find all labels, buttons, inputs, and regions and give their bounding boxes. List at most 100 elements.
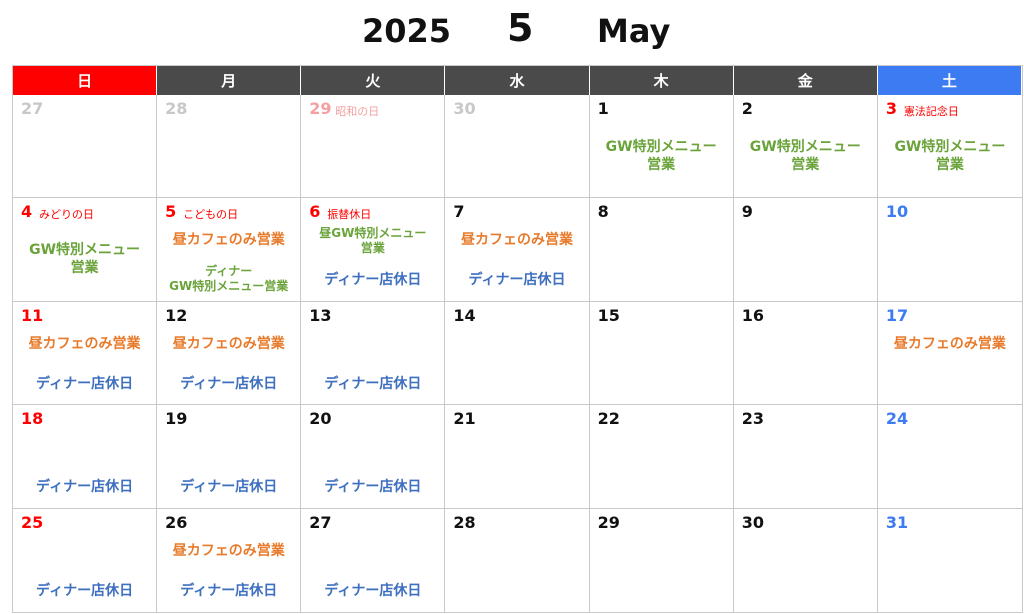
day-cell[interactable]: 28	[157, 95, 302, 199]
day-number: 28	[453, 512, 476, 532]
day-cell[interactable]: 3 憲法記念日 GW特別メニュー 営業	[877, 95, 1022, 199]
day-cell[interactable]: 8	[589, 198, 734, 302]
day-number: 30	[741, 512, 764, 532]
schedule-note: GW特別メニュー 営業	[749, 139, 861, 173]
day-cell[interactable]: 29 昭和の日	[301, 95, 446, 199]
schedule-note: 昼カフェのみ営業	[893, 335, 1006, 352]
calendar-header: 2025 5 May	[0, 6, 1024, 56]
schedule-note: ディナー GW特別メニュー営業	[169, 264, 289, 294]
day-cell[interactable]: 12 昼カフェのみ営業 ディナー店休日	[157, 301, 302, 406]
day-number: 18	[21, 409, 44, 429]
day-number: 3	[885, 99, 897, 118]
year-label: 2025	[362, 12, 452, 50]
day-cell[interactable]: 29	[590, 508, 734, 612]
day-cell[interactable]: 6 振替休日 昼GW特別メニュー 営業 ディナー店休日	[301, 198, 446, 302]
weekday-header: 金	[733, 66, 878, 95]
day-cell[interactable]: 7 昼カフェのみ営業 ディナー店休日	[445, 198, 590, 302]
day-number: 14	[453, 305, 476, 325]
schedule-note: ディナー店休日	[36, 479, 134, 496]
weekday-header: 木	[589, 66, 734, 95]
schedule-note: GW特別メニュー 営業	[605, 139, 717, 173]
day-cell[interactable]: 27 ディナー店休日	[301, 508, 446, 612]
day-cell[interactable]: 18 ディナー店休日	[13, 405, 158, 509]
day-number: 7	[453, 202, 465, 222]
schedule-note: ディナー店休日	[324, 272, 422, 289]
schedule-note: GW特別メニュー 営業	[29, 242, 141, 276]
day-cell[interactable]: 15	[589, 301, 734, 406]
day-number: 27	[21, 99, 44, 118]
day-number: 16	[741, 305, 764, 325]
day-number: 29	[597, 512, 620, 532]
schedule-note: ディナー店休日	[180, 375, 278, 392]
day-cell[interactable]: 25 ディナー店休日	[13, 508, 158, 612]
day-number: 22	[597, 409, 620, 429]
weekday-header: 水	[445, 66, 590, 95]
weekday-header: 火	[301, 66, 446, 95]
day-number: 12	[165, 305, 188, 325]
day-number: 20	[309, 409, 332, 429]
day-number: 24	[885, 409, 909, 429]
day-cell[interactable]: 23	[733, 405, 878, 509]
day-number: 31	[885, 512, 909, 532]
schedule-note: 昼カフェのみ営業	[28, 335, 141, 352]
schedule-note: ディナー店休日	[180, 582, 278, 599]
day-cell[interactable]: 1 GW特別メニュー 営業	[589, 95, 734, 199]
day-number: 5	[165, 202, 177, 222]
schedule-note: ディナー店休日	[324, 582, 422, 599]
day-cell[interactable]: 27	[13, 95, 158, 199]
day-cell[interactable]: 9	[733, 198, 878, 302]
day-number: 28	[165, 99, 188, 118]
day-number: 19	[165, 409, 188, 429]
day-number: 17	[885, 305, 909, 325]
schedule-note: 昼カフェのみ営業	[172, 232, 285, 249]
schedule-note: ディナー店休日	[324, 479, 422, 496]
schedule-note: ディナー店休日	[468, 272, 566, 289]
calendar-grid: 日月火水木金土 27 28 29 昭和の日 30 1 GW特別メニュー 営業 2 GW特別メニュー営…	[12, 65, 1023, 613]
holiday-name: みどりの日	[39, 208, 94, 222]
day-number: 4	[21, 202, 33, 222]
holiday-name: 昭和の日	[335, 105, 380, 118]
day-number: 9	[741, 202, 753, 222]
day-number: 25	[21, 512, 44, 532]
day-cell[interactable]: 13 ディナー店休日	[301, 301, 446, 406]
day-number: 26	[165, 512, 188, 532]
day-number: 10	[885, 202, 909, 222]
day-cell[interactable]: 16	[733, 301, 878, 406]
schedule-note: 昼GW特別メニュー 営業	[319, 226, 427, 256]
day-cell[interactable]: 10	[877, 198, 1022, 302]
weekday-header: 土	[877, 66, 1022, 95]
day-cell[interactable]: 11 昼カフェのみ営業 ディナー店休日	[13, 301, 158, 406]
holiday-name: 憲法記念日	[903, 105, 959, 118]
weekday-header: 日	[13, 66, 158, 95]
day-number: 13	[309, 305, 332, 325]
day-number: 2	[741, 99, 753, 118]
day-number: 30	[453, 99, 476, 118]
day-cell[interactable]: 31	[878, 509, 1022, 612]
day-cell[interactable]: 30	[734, 508, 878, 612]
schedule-note: ディナー店休日	[324, 375, 422, 392]
day-number: 1	[597, 99, 609, 118]
day-cell[interactable]: 4 みどりの日 GW特別メニュー 営業	[13, 198, 158, 302]
day-number: 23	[741, 409, 764, 429]
schedule-note: 昼カフェのみ営業	[460, 232, 573, 249]
month-number: 5	[507, 6, 534, 50]
day-number: 27	[309, 512, 332, 532]
day-number: 15	[597, 305, 620, 325]
day-cell[interactable]: 26 昼カフェのみ営業 ディナー店休日	[157, 508, 302, 612]
day-cell[interactable]: 21	[445, 405, 590, 509]
day-cell[interactable]: 22	[589, 405, 734, 509]
day-number: 21	[453, 409, 476, 429]
day-cell[interactable]: 30	[445, 95, 590, 199]
day-cell[interactable]: 14	[445, 301, 590, 406]
holiday-name: 振替休日	[327, 208, 372, 222]
schedule-note: 昼カフェのみ営業	[172, 335, 285, 352]
day-cell[interactable]: 28	[445, 508, 590, 612]
day-cell[interactable]: 20 ディナー店休日	[301, 405, 446, 509]
day-cell[interactable]: 19 ディナー店休日	[157, 405, 302, 509]
day-cell[interactable]: 17 昼カフェのみ営業	[877, 302, 1022, 406]
schedule-note: ディナー店休日	[36, 582, 134, 599]
schedule-note: 昼カフェのみ営業	[172, 542, 285, 559]
day-cell[interactable]: 5 こどもの日 昼カフェのみ営業 ディナー GW特別メニュー営業	[157, 198, 302, 302]
day-cell[interactable]: 24	[877, 405, 1022, 509]
day-cell[interactable]: 2 GW特別メニュー 営業	[733, 95, 878, 199]
